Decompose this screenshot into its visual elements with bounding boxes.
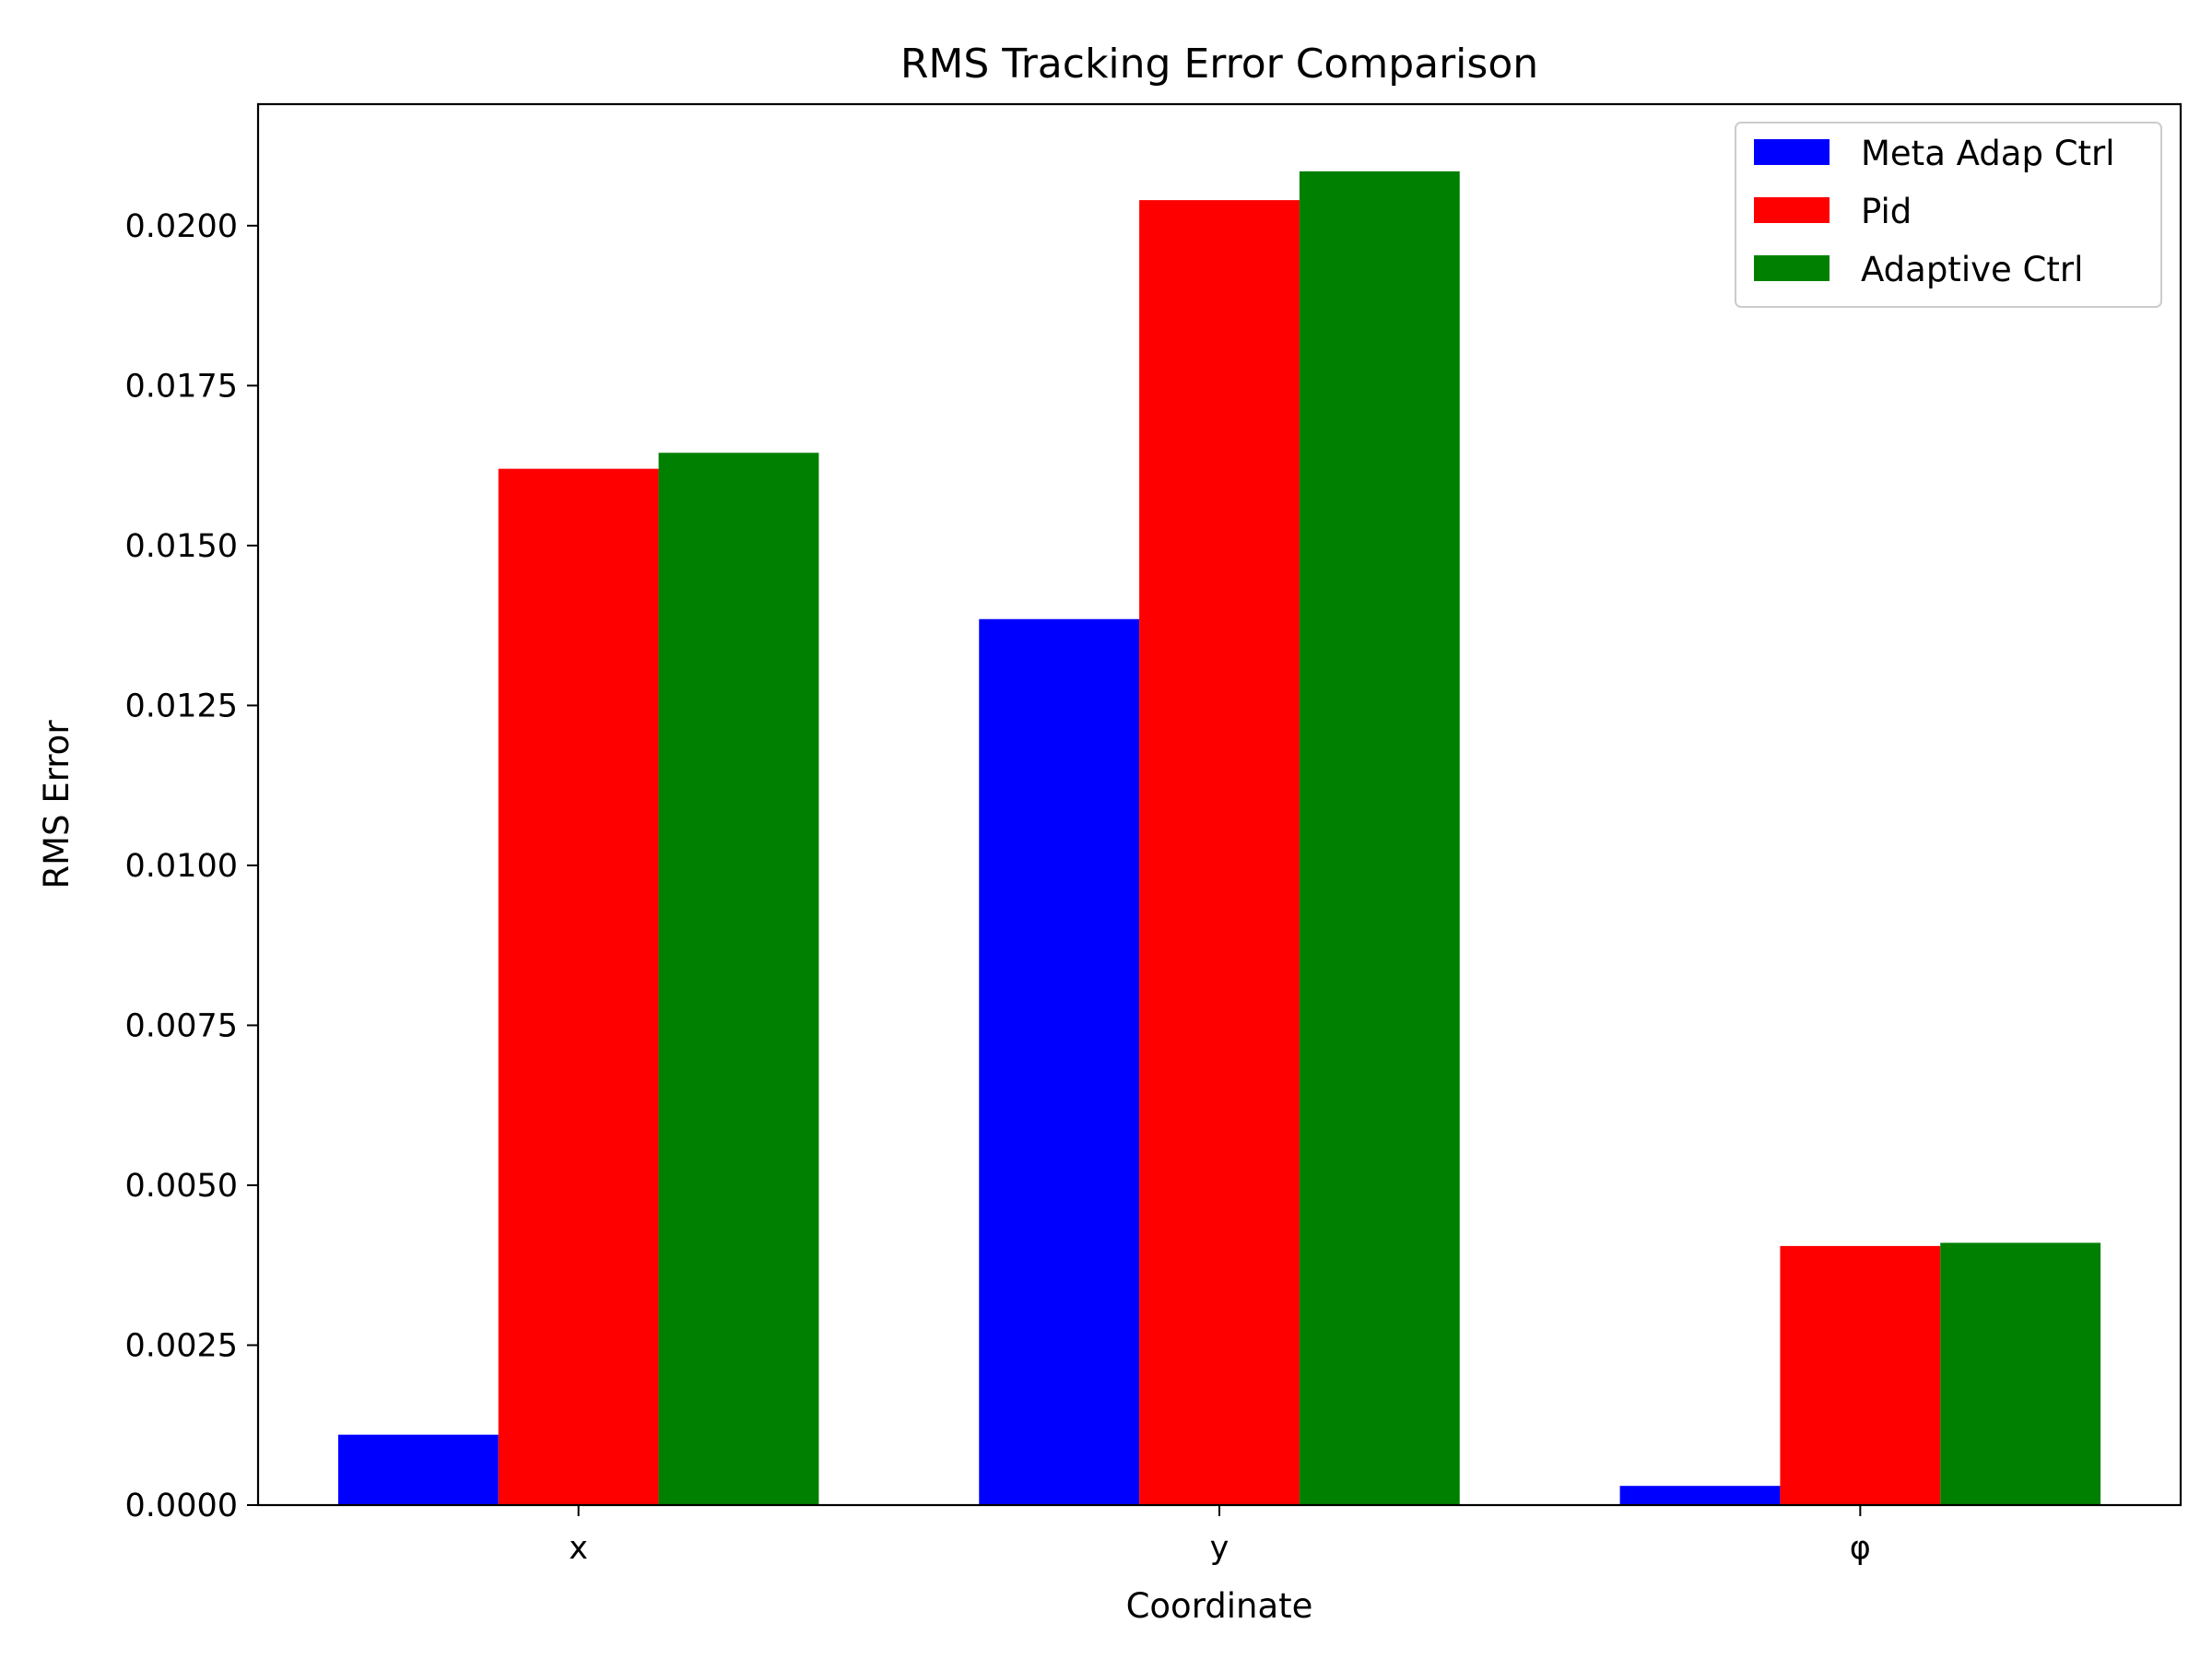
y-tick-label: 0.0100 xyxy=(125,848,238,885)
bar-3-1 xyxy=(658,453,819,1505)
legend-swatch xyxy=(1754,197,1830,223)
bar-3-3 xyxy=(1940,1242,2101,1505)
legend-entries: Meta Adap Ctrl Pid Adaptive Ctrl xyxy=(1754,134,2115,289)
legend-box xyxy=(1735,122,2162,308)
y-tick-label: 0.0150 xyxy=(125,528,238,565)
legend-label: Pid xyxy=(1861,192,1912,231)
y-tick-label: 0.0125 xyxy=(125,688,238,724)
bar-1-1 xyxy=(337,1434,499,1505)
legend-label: Adaptive Ctrl xyxy=(1861,250,2083,289)
y-tick-label: 0.0200 xyxy=(125,208,238,245)
bar-3-2 xyxy=(1299,171,1460,1505)
bar-2-1 xyxy=(498,468,659,1505)
y-axis-label: RMS Error xyxy=(37,720,76,889)
x-tick-label: x xyxy=(569,1530,588,1567)
y-tick-label: 0.0025 xyxy=(125,1327,238,1364)
bar-2-3 xyxy=(1780,1245,1941,1505)
x-axis-label: Coordinate xyxy=(1126,1586,1313,1626)
bar-1-2 xyxy=(979,618,1140,1505)
bar-2-2 xyxy=(1139,200,1300,1505)
y-tick-label: 0.0075 xyxy=(125,1007,238,1044)
y-tick-label: 0.0050 xyxy=(125,1168,238,1205)
plot-frame xyxy=(256,102,2183,1507)
y-tick-label: 0.0000 xyxy=(125,1488,238,1524)
y-tick-label: 0.0175 xyxy=(125,368,238,405)
legend: Meta Adap Ctrl Pid Adaptive Ctrl xyxy=(1735,122,2162,308)
bars-layer xyxy=(337,171,2101,1505)
y-axis-ticks: 0.0000 0.0025 0.0050 0.0075 0.0100 0.0125 0.01… xyxy=(125,208,258,1524)
legend-swatch xyxy=(1754,255,1830,281)
chart-title: RMS Tracking Error Comparison xyxy=(900,41,1538,88)
legend-swatch xyxy=(1754,139,1830,165)
bar-1-3 xyxy=(1619,1486,1781,1505)
x-tick-label: φ xyxy=(1850,1530,1871,1567)
legend-label: Meta Adap Ctrl xyxy=(1861,134,2115,173)
x-tick-label: y xyxy=(1210,1530,1230,1567)
